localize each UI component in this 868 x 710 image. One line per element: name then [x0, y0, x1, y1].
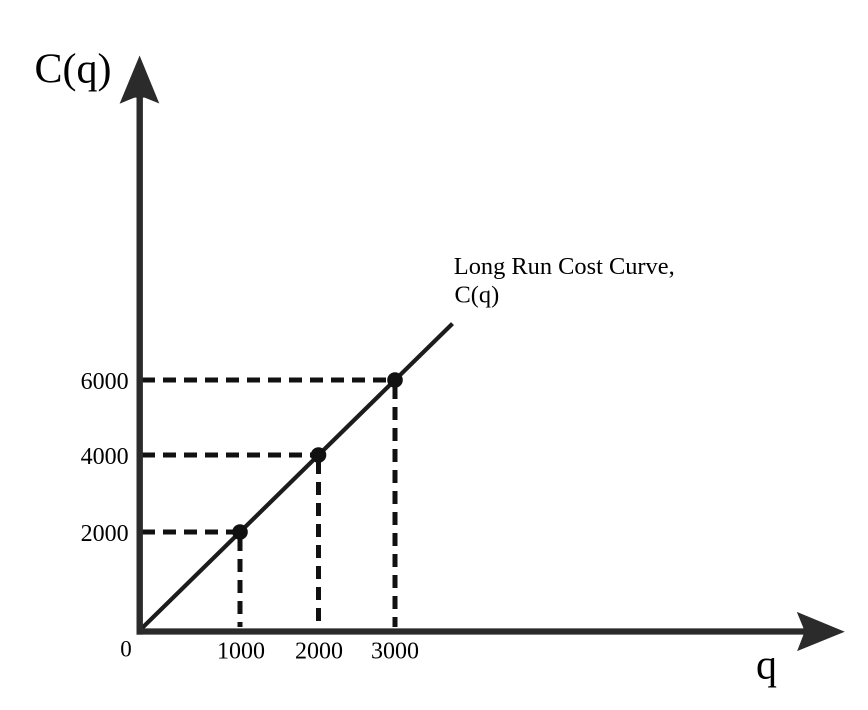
- svg-text:6000: 6000: [81, 369, 129, 395]
- svg-text:Long Run Cost Curve,: Long Run Cost Curve,: [454, 253, 675, 280]
- svg-text:3000: 3000: [371, 638, 419, 664]
- svg-text:2000: 2000: [81, 521, 129, 547]
- svg-text:1000: 1000: [217, 638, 265, 664]
- svg-text:2000: 2000: [295, 638, 343, 664]
- svg-text:C(q): C(q): [35, 47, 112, 93]
- svg-text:0: 0: [120, 636, 132, 661]
- svg-text:q: q: [756, 642, 777, 688]
- svg-text:C(q): C(q): [455, 282, 500, 309]
- svg-text:4000: 4000: [81, 444, 129, 470]
